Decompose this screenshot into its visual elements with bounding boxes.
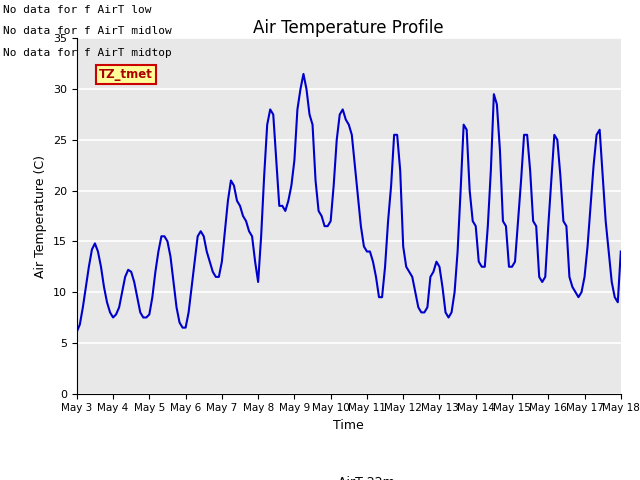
Text: No data for f AirT low: No data for f AirT low [3, 5, 152, 15]
Title: Air Temperature Profile: Air Temperature Profile [253, 19, 444, 37]
Legend: AirT 22m: AirT 22m [298, 471, 399, 480]
Y-axis label: Air Temperature (C): Air Temperature (C) [35, 155, 47, 277]
Text: No data for f AirT midtop: No data for f AirT midtop [3, 48, 172, 58]
Text: No data for f AirT midlow: No data for f AirT midlow [3, 26, 172, 36]
X-axis label: Time: Time [333, 419, 364, 432]
Text: TZ_tmet: TZ_tmet [99, 68, 153, 81]
